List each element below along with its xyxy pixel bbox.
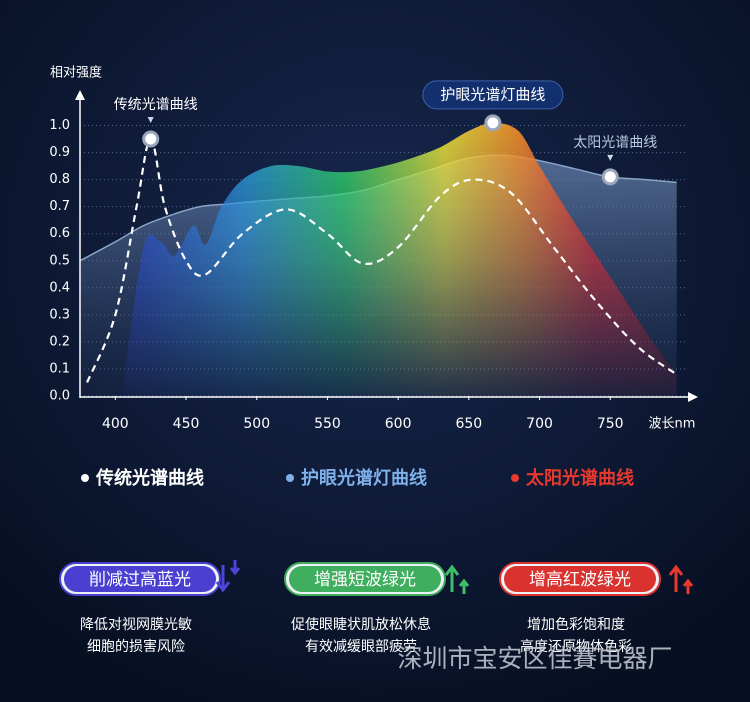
x-axis-title: 波长nm xyxy=(649,417,696,432)
y-tick-label: 0.1 xyxy=(49,361,70,376)
y-tick-label: 0.6 xyxy=(49,226,70,241)
peak-marker xyxy=(142,130,160,148)
x-tick-label: 450 xyxy=(173,416,200,432)
legend-dot xyxy=(511,474,519,482)
x-tick-label: 700 xyxy=(526,416,553,432)
legend-label: 护眼光谱灯曲线 xyxy=(301,467,427,489)
traditional-line xyxy=(86,137,678,383)
feature-badge-inner xyxy=(289,566,441,592)
feature-title: 增高红波绿光 xyxy=(529,570,631,590)
feature-badge-inner xyxy=(504,566,656,592)
peak-marker xyxy=(484,114,502,132)
x-tick-label: 650 xyxy=(455,416,482,432)
up-arrow-icon xyxy=(444,564,470,594)
feature-title: 削减过高蓝光 xyxy=(89,570,191,590)
y-arrow xyxy=(75,90,85,100)
y-tick-label: 1.0 xyxy=(49,118,70,133)
annotation-pill xyxy=(422,80,564,110)
feature-text: 降低对视网膜光敏 xyxy=(80,617,192,633)
up-arrow-icon xyxy=(668,564,694,594)
y-tick-label: 0.0 xyxy=(49,389,70,404)
watermark: 深圳市宝安区佳賽电器厂 xyxy=(397,644,672,673)
y-tick-label: 0.3 xyxy=(49,307,70,322)
annotation: 护眼光谱灯曲线 xyxy=(440,85,545,103)
feature-text: 促使眼睫状肌放松休息 xyxy=(291,616,431,633)
eye-care-area xyxy=(122,122,677,397)
feature-text: 增加色彩饱和度 xyxy=(527,616,625,633)
legend-dot xyxy=(81,474,89,482)
feature-text: 细胞的损害风险 xyxy=(87,639,185,655)
y-tick-label: 0.2 xyxy=(49,334,70,349)
down-arrow-icon xyxy=(215,560,241,593)
annotation: 太阳光谱曲线 xyxy=(573,135,657,151)
x-tick-label: 400 xyxy=(102,416,129,432)
x-tick-label: 750 xyxy=(597,416,624,432)
y-axis-title: 相对强度 xyxy=(50,65,102,81)
x-tick-label: 600 xyxy=(385,416,412,432)
annotation: 传统光谱曲线 xyxy=(114,97,198,113)
feature-text: 有效减缓眼部疲劳 xyxy=(305,638,417,655)
y-tick-label: 0.8 xyxy=(49,172,70,187)
x-arrow xyxy=(688,392,698,402)
feature-text: 高度还原物体色彩 xyxy=(520,638,632,655)
feature-badge-inner xyxy=(64,566,216,592)
x-tick-label: 550 xyxy=(314,416,341,432)
legend-label: 传统光谱曲线 xyxy=(95,467,204,489)
x-tick-label: 500 xyxy=(243,416,270,432)
y-tick-label: 0.5 xyxy=(49,253,70,268)
peak-marker xyxy=(601,168,619,186)
legend-dot xyxy=(286,474,294,482)
annotation-pointer xyxy=(147,117,154,124)
y-tick-label: 0.7 xyxy=(49,199,70,214)
feature-title: 增强短波绿光 xyxy=(314,570,416,590)
annotation-pointer xyxy=(607,154,614,161)
y-tick-label: 0.4 xyxy=(49,280,70,295)
legend-label: 太阳光谱曲线 xyxy=(526,467,634,489)
y-tick-label: 0.9 xyxy=(49,145,70,160)
